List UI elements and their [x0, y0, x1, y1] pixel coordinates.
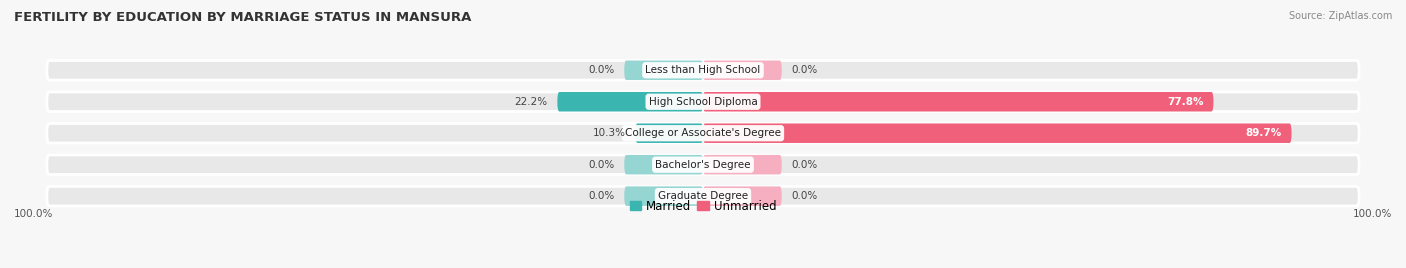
Text: Bachelor's Degree: Bachelor's Degree: [655, 160, 751, 170]
FancyBboxPatch shape: [624, 187, 703, 206]
Text: Graduate Degree: Graduate Degree: [658, 191, 748, 201]
FancyBboxPatch shape: [636, 124, 703, 143]
Text: 0.0%: 0.0%: [792, 160, 818, 170]
Text: 77.8%: 77.8%: [1167, 97, 1204, 107]
Text: High School Diploma: High School Diploma: [648, 97, 758, 107]
Text: FERTILITY BY EDUCATION BY MARRIAGE STATUS IN MANSURA: FERTILITY BY EDUCATION BY MARRIAGE STATU…: [14, 11, 471, 24]
FancyBboxPatch shape: [557, 92, 703, 111]
Text: 0.0%: 0.0%: [588, 191, 614, 201]
Text: 0.0%: 0.0%: [792, 191, 818, 201]
FancyBboxPatch shape: [46, 187, 1360, 206]
Text: 0.0%: 0.0%: [588, 160, 614, 170]
Text: 22.2%: 22.2%: [515, 97, 547, 107]
Legend: Married, Unmarried: Married, Unmarried: [624, 195, 782, 217]
Text: 100.0%: 100.0%: [1353, 209, 1392, 219]
FancyBboxPatch shape: [703, 187, 782, 206]
FancyBboxPatch shape: [703, 124, 1292, 143]
Text: 0.0%: 0.0%: [792, 65, 818, 75]
Text: 10.3%: 10.3%: [592, 128, 626, 138]
FancyBboxPatch shape: [46, 92, 1360, 111]
FancyBboxPatch shape: [703, 61, 782, 80]
FancyBboxPatch shape: [46, 124, 1360, 143]
FancyBboxPatch shape: [703, 155, 782, 174]
FancyBboxPatch shape: [46, 155, 1360, 174]
Text: 89.7%: 89.7%: [1246, 128, 1282, 138]
FancyBboxPatch shape: [46, 61, 1360, 80]
FancyBboxPatch shape: [703, 92, 1213, 111]
Text: College or Associate's Degree: College or Associate's Degree: [626, 128, 780, 138]
FancyBboxPatch shape: [624, 61, 703, 80]
Text: 100.0%: 100.0%: [14, 209, 53, 219]
Text: 0.0%: 0.0%: [588, 65, 614, 75]
FancyBboxPatch shape: [624, 155, 703, 174]
Text: Less than High School: Less than High School: [645, 65, 761, 75]
Text: Source: ZipAtlas.com: Source: ZipAtlas.com: [1288, 11, 1392, 21]
